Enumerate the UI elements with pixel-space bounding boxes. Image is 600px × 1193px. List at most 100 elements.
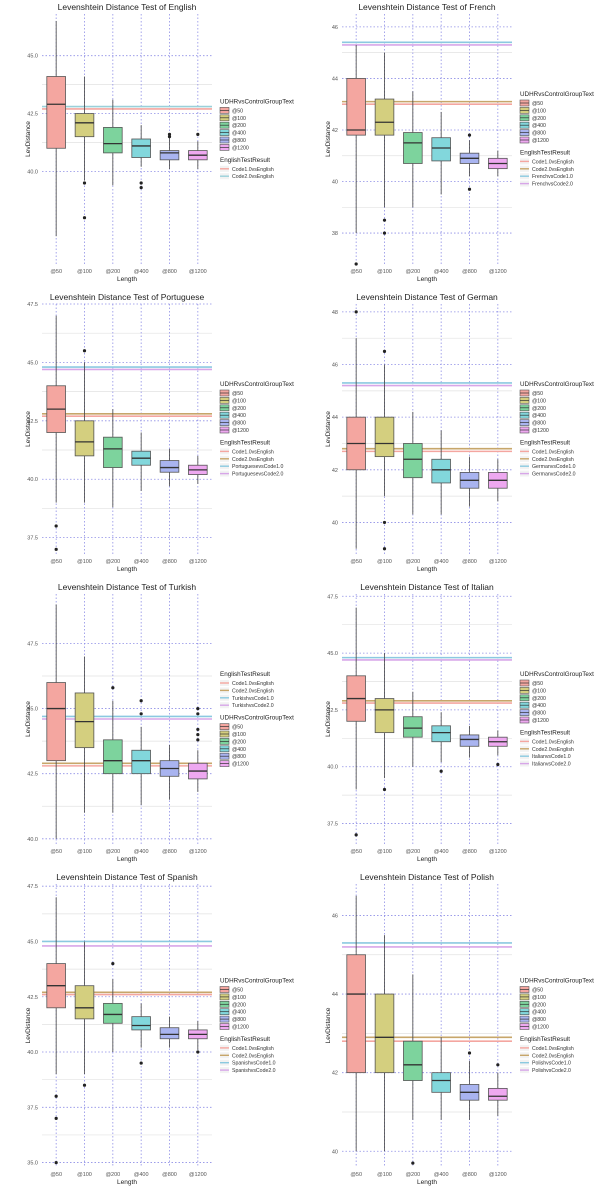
x-tick-label: @200 [405, 559, 420, 565]
legend-label: Code1.0vsEnglish [232, 681, 274, 687]
outlier-point [354, 833, 358, 837]
x-tick-label: @100 [377, 849, 392, 855]
box [403, 716, 423, 738]
outlier-point [196, 738, 200, 742]
legend-label: GermanvsCode2.0 [532, 472, 576, 478]
legend-label: FrenchvsCode2.0 [532, 182, 573, 188]
x-tick-label: @800 [462, 849, 477, 855]
legend-label: @1200 [532, 428, 549, 434]
y-tick-label: 48 [332, 310, 338, 316]
y-axis-label: LevDistance [325, 121, 332, 157]
y-tick-label: 46 [332, 913, 338, 919]
legend-label: @100 [532, 688, 546, 694]
legend-label: PolishvsCode1.0 [532, 1061, 571, 1067]
x-tick-label: @400 [134, 269, 149, 275]
chart-panel: Levenshtein Distance Test of German 40 42 4… [325, 292, 594, 573]
y-tick-label: 45.0 [27, 707, 38, 713]
outlier-point [54, 1094, 58, 1098]
legend-label: Code1.0vsEnglish [232, 167, 274, 173]
chart-panel: Levenshtein Distance Test of French 38 40 4… [325, 2, 594, 283]
legend-label: @1200 [232, 145, 249, 151]
y-tick-label: 42.5 [327, 708, 338, 714]
legend-title: UDHRvsControlGroupText [220, 98, 294, 105]
x-tick-label: @50 [350, 559, 362, 565]
outlier-point [54, 1116, 58, 1120]
legend-title: EnglishTestResult [520, 149, 570, 156]
box [374, 698, 395, 734]
box [103, 1002, 123, 1024]
outlier-point [139, 1061, 143, 1065]
box [46, 76, 66, 149]
outlier-point [496, 1063, 500, 1067]
y-tick-label: 40.0 [27, 837, 38, 843]
x-axis-label: Length [417, 856, 437, 863]
box [159, 150, 180, 161]
legend-label: @400 [232, 131, 246, 137]
box [346, 954, 366, 1074]
y-tick-label: 37.5 [27, 1105, 38, 1111]
x-tick-label: @400 [434, 849, 449, 855]
legend-title: UDHRvsControlGroupText [220, 381, 294, 388]
outlier-point [196, 733, 200, 737]
x-tick-label: @200 [405, 1172, 420, 1178]
legend-title: EnglishTestResult [220, 157, 270, 164]
chart-title: Levenshtein Distance Test of German [356, 292, 498, 302]
outlier-point [196, 712, 200, 716]
outlier-point [111, 686, 115, 690]
chart-panel: Levenshtein Distance Test of Italian 37.5… [325, 582, 594, 863]
outlier-point [382, 547, 387, 551]
y-tick-label: 40.0 [27, 169, 38, 175]
y-tick-label: 45.0 [27, 54, 38, 60]
y-tick-label: 37.5 [27, 536, 38, 542]
y-tick-label: 40 [332, 1149, 338, 1155]
outlier-point [196, 727, 200, 732]
chart-title: Levenshtein Distance Test of Spanish [56, 872, 198, 882]
outlier-point [354, 262, 358, 266]
box [131, 749, 151, 775]
legend-label: @50 [532, 391, 543, 397]
y-tick-label: 40.0 [27, 477, 38, 483]
legend-label: @100 [232, 995, 246, 1001]
legend-label: ItalianvsCode2.0 [532, 762, 571, 768]
outlier-point [167, 135, 172, 139]
legend-title: EnglishTestResult [220, 671, 270, 678]
box [74, 113, 95, 138]
y-tick-label: 47.5 [327, 594, 338, 600]
outlier-point [439, 769, 443, 773]
legend-label: PortuguesevsCode1.0 [232, 464, 283, 470]
outlier-point [139, 181, 143, 185]
box [431, 725, 451, 743]
legend-label: @800 [232, 421, 246, 427]
box [459, 734, 480, 747]
y-tick-label: 40.0 [27, 1050, 38, 1056]
x-tick-label: @1200 [489, 269, 507, 275]
legend-label: @800 [532, 711, 546, 717]
y-tick-label: 47.5 [27, 884, 38, 890]
box [74, 985, 95, 1020]
x-tick-label: @50 [50, 559, 62, 565]
box [374, 416, 395, 458]
box [46, 682, 66, 762]
outlier-point [111, 961, 115, 966]
y-tick-label: 42.5 [27, 112, 38, 118]
outlier-point [382, 520, 387, 525]
outlier-point [196, 1050, 200, 1054]
y-axis-label: LevDistance [25, 1007, 32, 1043]
box [374, 98, 395, 136]
outlier-point [382, 349, 387, 353]
x-tick-label: @200 [105, 269, 120, 275]
x-tick-label: @800 [462, 1172, 477, 1178]
x-tick-label: @1200 [189, 559, 207, 565]
legend-title: EnglishTestResult [520, 729, 570, 736]
box [103, 436, 123, 468]
legend-label: Code2.0vsEnglish [532, 747, 574, 753]
outlier-point [82, 216, 87, 220]
outlier-point [139, 186, 143, 190]
outlier-point [467, 133, 472, 137]
x-tick-label: @100 [377, 559, 392, 565]
box [131, 138, 151, 158]
x-tick-label: @1200 [489, 849, 507, 855]
x-tick-label: @1200 [189, 1172, 207, 1178]
box [403, 443, 423, 479]
box [103, 739, 123, 775]
